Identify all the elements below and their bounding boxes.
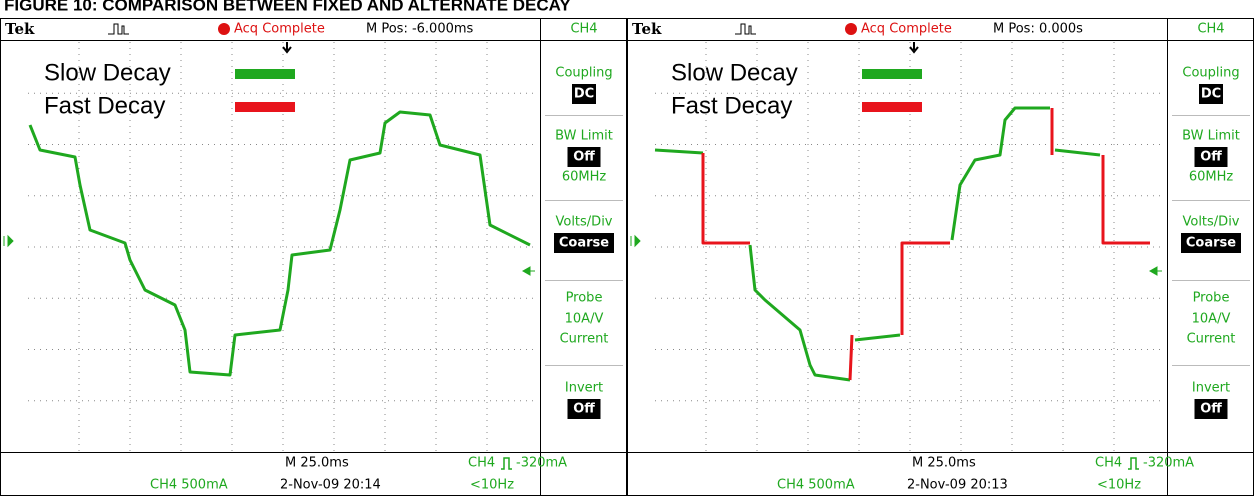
- trigger-source: CH4: [468, 456, 495, 471]
- legend-label: Slow Decay: [671, 59, 798, 86]
- menu-label: Volts/Div: [1182, 215, 1239, 230]
- menu-value: Coarse: [559, 236, 609, 251]
- m-pos: M Pos: -6.000ms: [366, 22, 474, 37]
- waveform: [850, 335, 852, 380]
- menu-text: 60MHz: [1189, 170, 1234, 185]
- date: 2-Nov-09 20:14: [280, 478, 381, 493]
- panel-frame: [628, 19, 1254, 496]
- menu-value: Off: [573, 402, 595, 417]
- acq-dot: [218, 23, 230, 35]
- acq-dot: [845, 23, 857, 35]
- legend-label: Fast Decay: [44, 92, 165, 119]
- channel: CH4: [1197, 22, 1224, 37]
- menu-label: Volts/Div: [555, 215, 612, 230]
- freq: <10Hz: [1097, 478, 1141, 493]
- menu-text: 10A/V: [565, 312, 604, 327]
- menu-text: 60MHz: [562, 170, 607, 185]
- legend-swatch: [862, 69, 922, 79]
- figure: FIGURE 10: COMPARISON BETWEEN FIXED AND …: [0, 0, 1254, 496]
- menu-value: DC: [1201, 87, 1221, 102]
- menu-value: Off: [1200, 402, 1222, 417]
- panel-frame: [1, 19, 627, 496]
- menu-value: DC: [574, 87, 594, 102]
- acq-status: Acq Complete: [234, 22, 325, 37]
- menu-label: Invert: [565, 381, 603, 396]
- legend-label: Slow Decay: [44, 59, 171, 86]
- menu-label: Coupling: [555, 66, 612, 81]
- timebase: M 25.0ms: [912, 456, 976, 471]
- menu-text: Current: [1187, 332, 1236, 347]
- menu-value: Off: [1200, 150, 1222, 165]
- menu-text: 10A/V: [1192, 312, 1231, 327]
- channel: CH4: [570, 22, 597, 37]
- menu-label: Invert: [1192, 381, 1230, 396]
- date: 2-Nov-09 20:13: [907, 478, 1008, 493]
- menu-label: BW Limit: [1182, 129, 1240, 144]
- trigger-level: -320mA: [1143, 456, 1194, 471]
- menu-label: Coupling: [1182, 66, 1239, 81]
- timebase: M 25.0ms: [285, 456, 349, 471]
- trigger-level: -320mA: [516, 456, 567, 471]
- menu-text: Current: [560, 332, 609, 347]
- ch-scale: CH4 500mA: [777, 478, 855, 493]
- menu-value: Off: [573, 150, 595, 165]
- legend-swatch: [235, 102, 295, 112]
- legend-label: Fast Decay: [671, 92, 792, 119]
- acq-status: Acq Complete: [861, 22, 952, 37]
- brand: Tek: [632, 20, 662, 38]
- menu-label: BW Limit: [555, 129, 613, 144]
- legend-swatch: [862, 102, 922, 112]
- trigger-source: CH4: [1095, 456, 1122, 471]
- brand: Tek: [5, 20, 35, 38]
- menu-label: Probe: [566, 291, 603, 306]
- legend-swatch: [235, 69, 295, 79]
- ch-scale: CH4 500mA: [150, 478, 228, 493]
- menu-value: Coarse: [1186, 236, 1236, 251]
- m-pos: M Pos: 0.000s: [993, 22, 1083, 37]
- figure-title: FIGURE 10: COMPARISON BETWEEN FIXED AND …: [4, 0, 571, 14]
- freq: <10Hz: [470, 478, 514, 493]
- menu-label: Probe: [1193, 291, 1230, 306]
